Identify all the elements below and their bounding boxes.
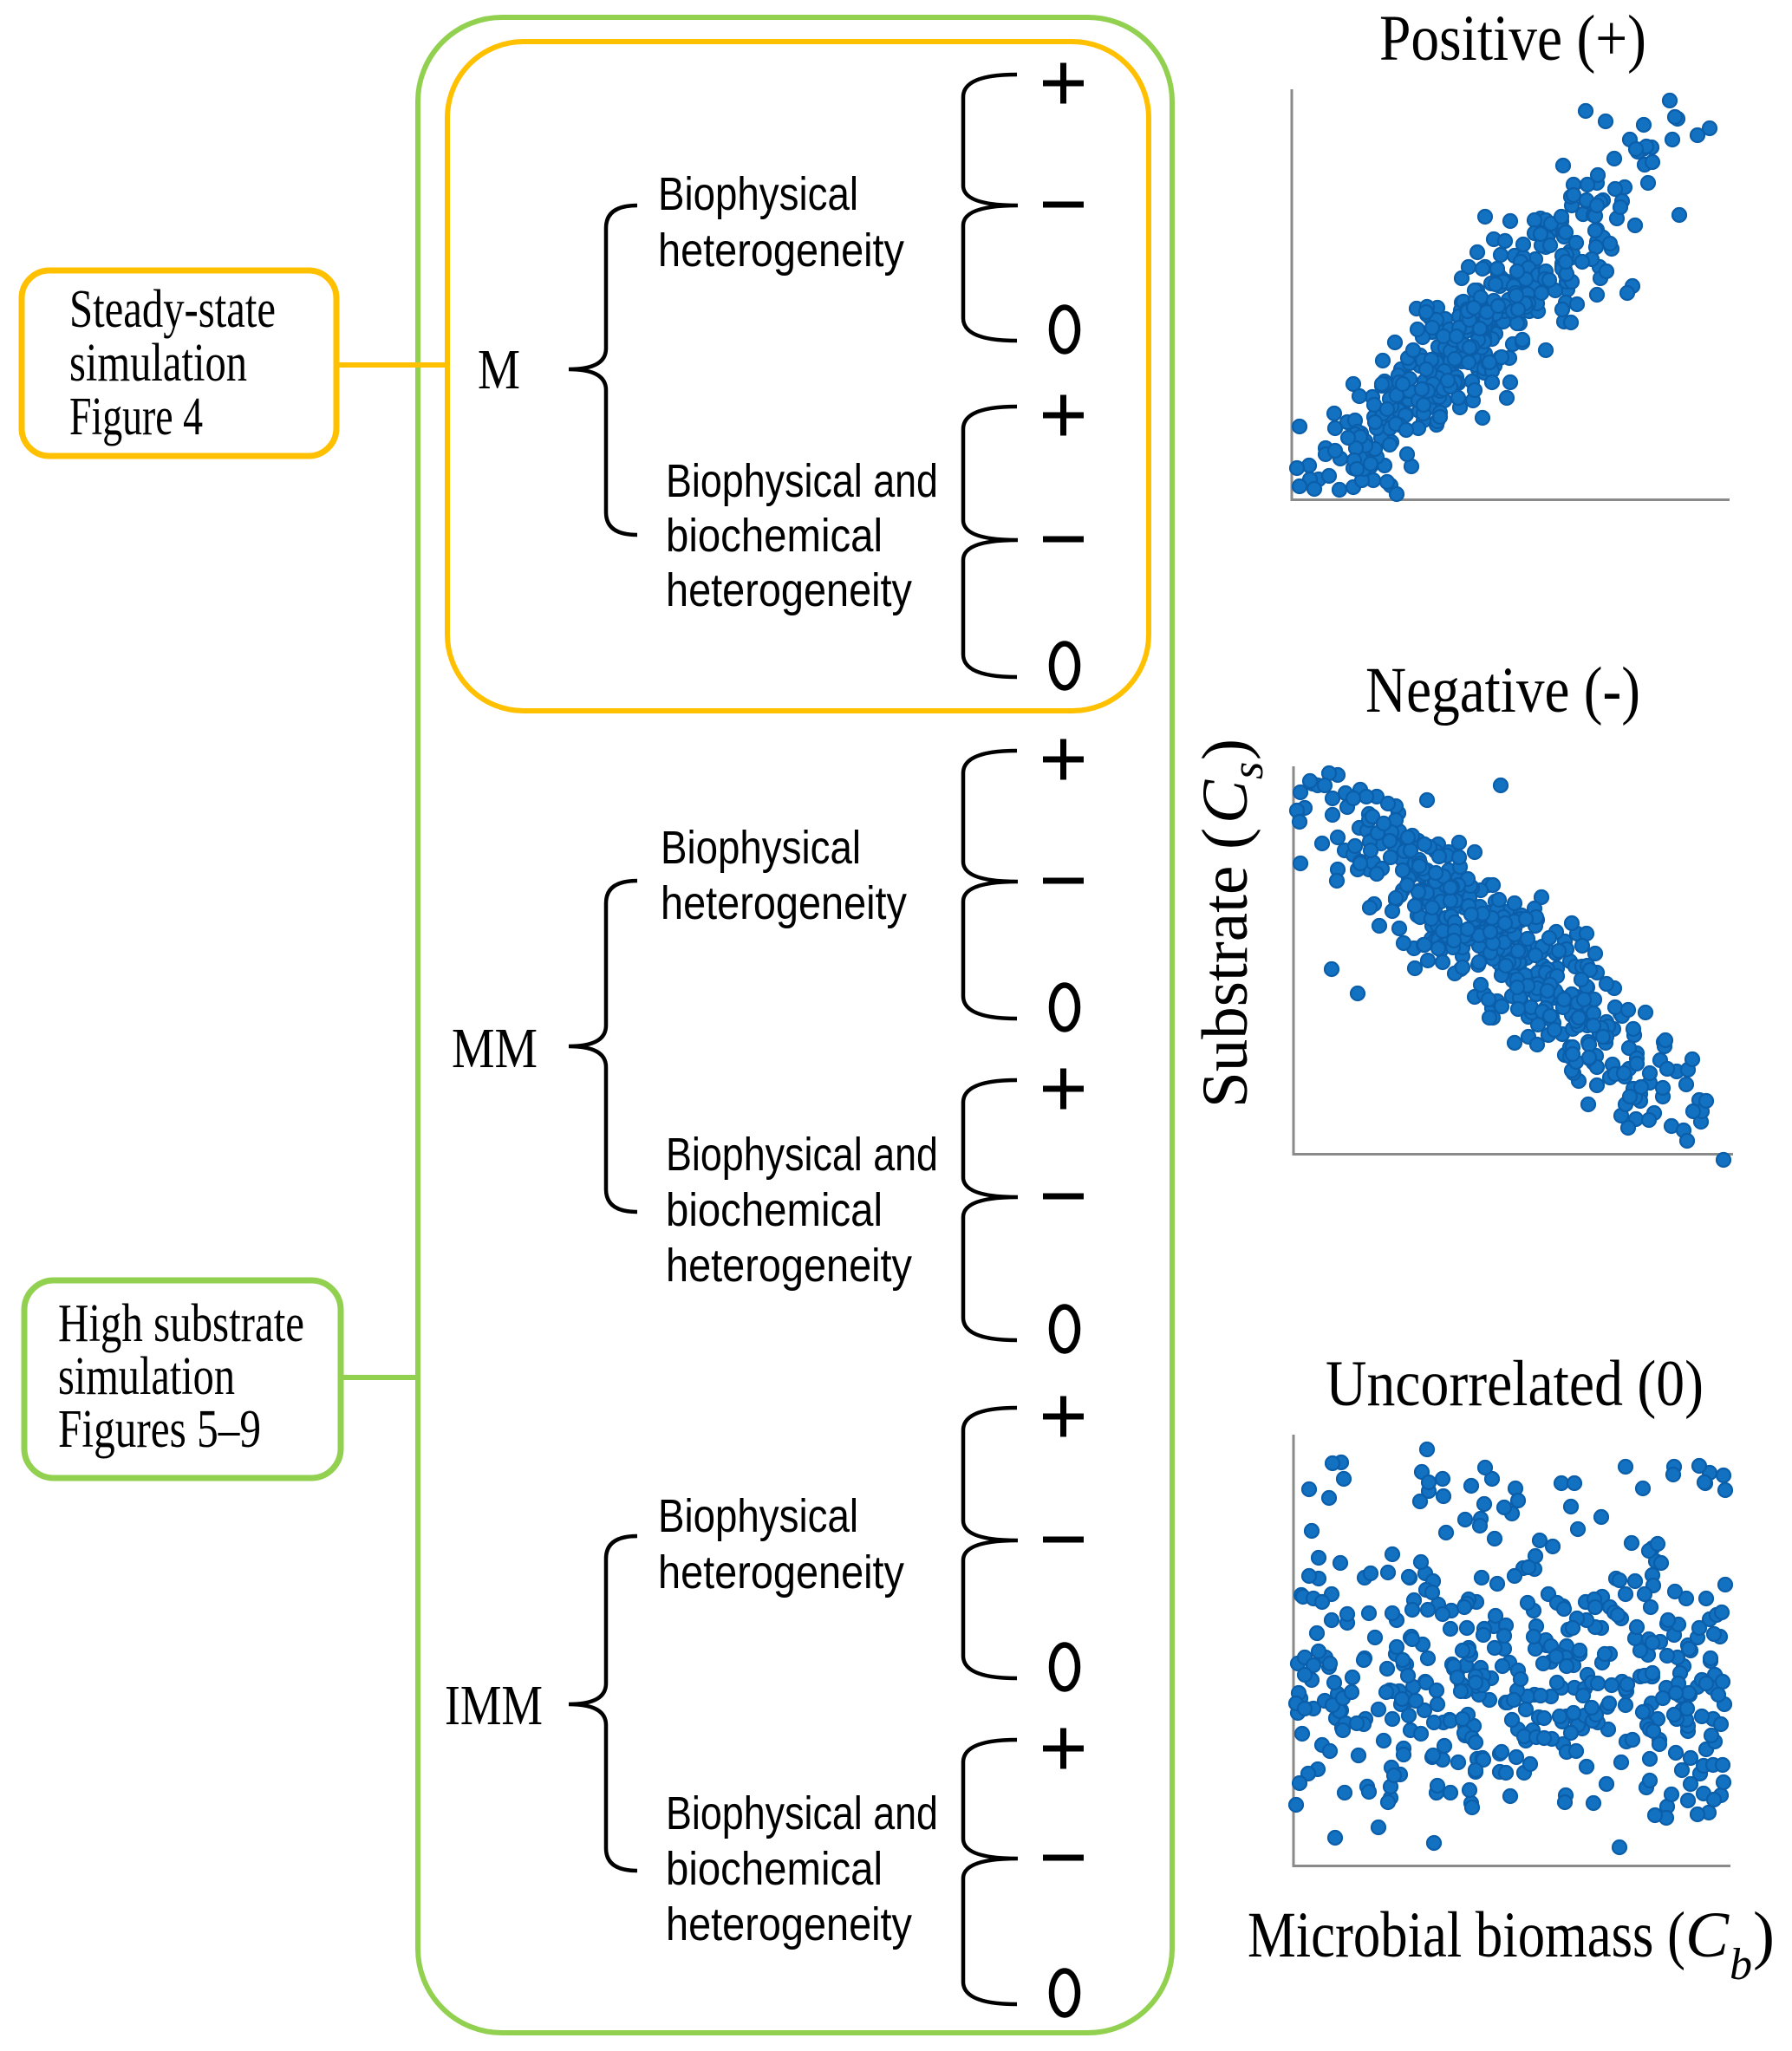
svg-text:heterogeneity: heterogeneity xyxy=(666,564,912,616)
svg-text:): ) xyxy=(1753,1899,1775,1971)
svg-text:heterogeneity: heterogeneity xyxy=(658,1546,904,1598)
svg-text:M: M xyxy=(478,338,520,401)
svg-text:s: s xyxy=(1223,762,1273,779)
svg-text:Biophysical and: Biophysical and xyxy=(666,1787,938,1839)
svg-text:heterogeneity: heterogeneity xyxy=(658,225,904,277)
svg-text:Biophysical: Biophysical xyxy=(658,1490,858,1542)
svg-text:heterogeneity: heterogeneity xyxy=(666,1898,912,1950)
svg-text:biochemical: biochemical xyxy=(666,1843,883,1895)
svg-text:MM: MM xyxy=(452,1017,538,1080)
svg-text:Biophysical and: Biophysical and xyxy=(666,1129,938,1181)
svg-text:IMM: IMM xyxy=(445,1674,543,1737)
svg-text:Negative (-): Negative (-) xyxy=(1365,654,1640,726)
svg-text:biochemical: biochemical xyxy=(666,1184,883,1236)
svg-text:simulation: simulation xyxy=(69,334,247,393)
svg-text:Steady-state: Steady-state xyxy=(69,280,276,339)
svg-text:Figure 4: Figure 4 xyxy=(69,387,203,446)
svg-text:Substrate (: Substrate ( xyxy=(1189,828,1261,1108)
svg-text:Figures 5–9: Figures 5–9 xyxy=(58,1400,261,1459)
svg-text:heterogeneity: heterogeneity xyxy=(666,1240,912,1292)
svg-text:): ) xyxy=(1189,739,1261,760)
svg-text:biochemical: biochemical xyxy=(666,510,883,562)
svg-text:heterogeneity: heterogeneity xyxy=(661,877,907,929)
svg-text:Biophysical and: Biophysical and xyxy=(666,455,938,507)
svg-text:simulation: simulation xyxy=(58,1347,235,1406)
svg-text:Uncorrelated (0): Uncorrelated (0) xyxy=(1326,1348,1704,1420)
svg-text:Positive (+): Positive (+) xyxy=(1379,3,1646,75)
svg-text:High substrate: High substrate xyxy=(58,1294,304,1353)
svg-text:b: b xyxy=(1730,1940,1752,1989)
svg-text:Biophysical: Biophysical xyxy=(661,822,861,874)
svg-text:Microbial biomass (: Microbial biomass ( xyxy=(1248,1899,1685,1971)
svg-text:Biophysical: Biophysical xyxy=(658,168,858,220)
svg-text:C: C xyxy=(1189,779,1261,824)
svg-text:C: C xyxy=(1685,1899,1730,1971)
